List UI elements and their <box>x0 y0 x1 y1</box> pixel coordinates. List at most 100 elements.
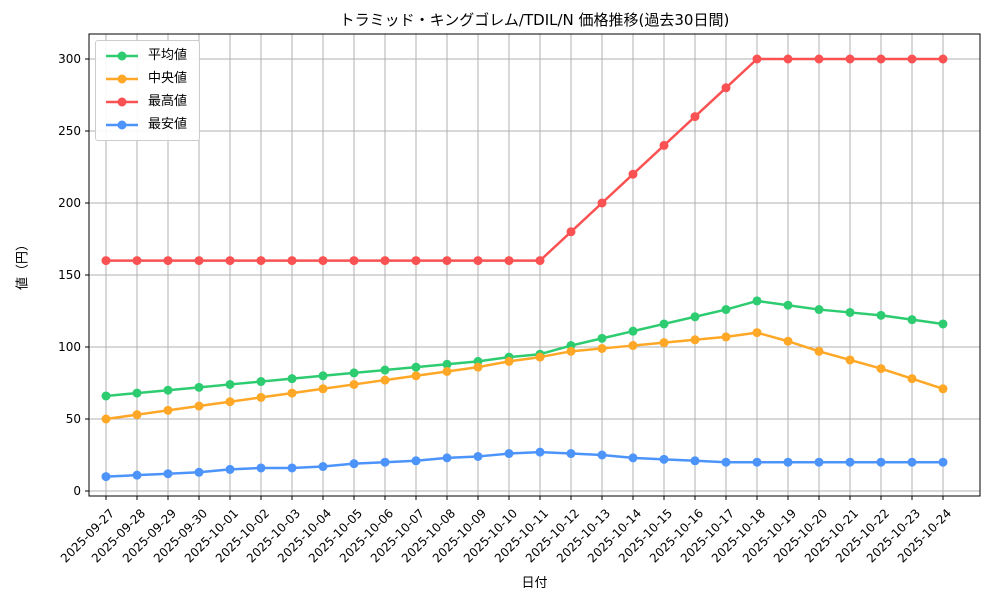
min-point <box>938 457 948 467</box>
avg-point <box>287 374 297 384</box>
max-point <box>690 112 700 122</box>
median-point <box>380 375 390 385</box>
max-point <box>411 256 421 266</box>
median-point <box>194 401 204 411</box>
max-point <box>287 256 297 266</box>
max-point <box>163 256 173 266</box>
legend: 平均値中央値最高値最安値 <box>95 40 201 141</box>
median-point <box>411 371 421 381</box>
avg-line <box>105 299 944 398</box>
plot-border <box>88 33 981 497</box>
median-series <box>101 328 948 424</box>
max-point <box>628 169 638 179</box>
min-point <box>752 457 762 467</box>
max-point <box>194 256 204 266</box>
min-point <box>504 449 514 459</box>
min-point <box>473 451 483 461</box>
min-point <box>814 457 824 467</box>
median-point <box>318 384 328 394</box>
avg-point <box>845 307 855 317</box>
median-point <box>876 364 886 374</box>
min-point <box>442 453 452 463</box>
legend-item-max: 最高値 <box>105 93 187 111</box>
y-tick-label: 300 <box>58 52 81 66</box>
avg-point <box>318 371 328 381</box>
max-point <box>597 198 607 208</box>
avg-series <box>101 296 948 401</box>
avg-point <box>163 385 173 395</box>
avg-point <box>132 388 142 398</box>
median-point <box>659 338 669 348</box>
min-point <box>721 457 731 467</box>
median-point <box>442 366 452 376</box>
legend-item-median: 中央値 <box>105 70 187 88</box>
median-point <box>628 341 638 351</box>
y-tick-label: 200 <box>58 196 81 210</box>
min-point <box>132 470 142 480</box>
max-point <box>845 54 855 64</box>
avg-point <box>225 379 235 389</box>
max-point <box>349 256 359 266</box>
legend-label-median: 中央値 <box>148 71 188 86</box>
avg-point <box>194 382 204 392</box>
median-point <box>566 346 576 356</box>
legend-swatch-median <box>106 74 138 84</box>
median-point <box>845 355 855 365</box>
median-point <box>752 328 762 338</box>
max-point <box>256 256 266 266</box>
max-point <box>504 256 514 266</box>
min-point <box>907 457 917 467</box>
legend-label-avg: 平均値 <box>148 48 188 63</box>
min-point <box>690 456 700 466</box>
axis-ticks <box>85 58 944 500</box>
min-point <box>256 463 266 473</box>
y-tick-label: 250 <box>58 124 81 138</box>
median-point <box>473 362 483 372</box>
min-point <box>845 457 855 467</box>
min-line <box>105 450 943 478</box>
max-point <box>659 140 669 150</box>
min-point <box>318 462 328 472</box>
avg-point <box>411 362 421 372</box>
y-tick-labels: 0 50 100 150 200 250 300 <box>58 52 81 498</box>
median-point <box>814 346 824 356</box>
min-point <box>628 453 638 463</box>
avg-point <box>752 296 762 306</box>
max-point <box>876 54 886 64</box>
median-point <box>783 336 793 346</box>
min-point <box>380 457 390 467</box>
y-tick-label: 100 <box>58 340 81 354</box>
chart-title: トラミッド・キングゴレム/TDIL/N 価格推移(過去30日間) <box>339 11 730 29</box>
median-point <box>349 379 359 389</box>
avg-point <box>938 319 948 329</box>
max-point <box>814 54 824 64</box>
max-point <box>473 256 483 266</box>
legend-label-min: 最安値 <box>148 117 188 132</box>
max-series <box>101 54 948 266</box>
avg-point <box>783 300 793 310</box>
avg-point <box>690 312 700 322</box>
max-point <box>380 256 390 266</box>
min-point <box>101 472 111 482</box>
avg-point <box>876 310 886 320</box>
legend-label-max: 最高値 <box>148 94 188 109</box>
median-point <box>535 352 545 362</box>
avg-point <box>628 326 638 336</box>
max-point <box>938 54 948 64</box>
max-point <box>132 256 142 266</box>
avg-point <box>659 319 669 329</box>
max-point <box>783 54 793 64</box>
min-point <box>163 469 173 479</box>
median-point <box>225 397 235 407</box>
median-point <box>721 332 731 342</box>
min-point <box>659 454 669 464</box>
max-point <box>442 256 452 266</box>
avg-point <box>349 368 359 378</box>
max-point <box>907 54 917 64</box>
legend-item-min: 最安値 <box>105 116 187 134</box>
median-point <box>504 356 514 366</box>
max-point <box>225 256 235 266</box>
median-point <box>101 414 111 424</box>
min-point <box>411 456 421 466</box>
avg-point <box>597 333 607 343</box>
